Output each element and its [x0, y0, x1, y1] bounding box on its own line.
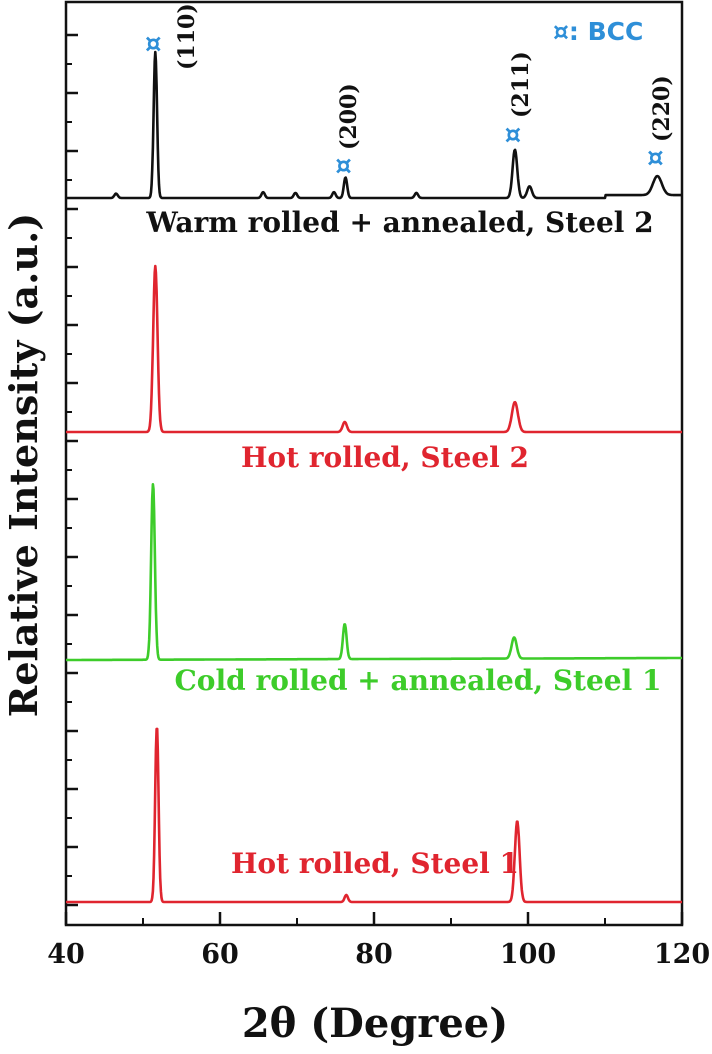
series-label-1: Warm rolled + annealed, Steel 2	[145, 206, 653, 239]
legend-text: : BCC	[569, 17, 643, 46]
bcc-marker: ¤	[505, 120, 522, 150]
peak-label: (110)	[174, 3, 200, 70]
series-label-2: Hot rolled, Steel 2	[241, 441, 529, 474]
series-label-4: Hot rolled, Steel 1	[231, 847, 519, 880]
legend-bcc: ¤: BCC	[553, 17, 643, 46]
bcc-marker: ¤	[647, 143, 664, 173]
x-tick-label: 100	[500, 939, 556, 970]
bcc-marker: ¤	[335, 151, 352, 181]
annotations: ¤ (110)¤(200) ¤(211)¤(220)¤: BCC	[145, 3, 675, 181]
x-tick-label: 60	[201, 939, 239, 970]
x-tick-label: 40	[47, 939, 85, 970]
peak-label: (220)	[649, 75, 675, 142]
series-line-3	[65, 483, 683, 662]
series-labels: Warm rolled + annealed, Steel 2 Hot rolle…	[145, 206, 661, 880]
x-tick-label: 120	[654, 939, 710, 970]
series-line-1	[65, 50, 683, 200]
series-line-2	[65, 264, 683, 434]
axes: 40 60 80 100 120	[47, 0, 710, 970]
bcc-marker: ¤	[145, 29, 162, 59]
series-line-4	[65, 727, 683, 904]
series-label-3: Cold rolled + annealed, Steel 1	[175, 664, 662, 697]
x-axis-title: 2θ (Degree)	[242, 1000, 508, 1047]
y-axis-title: Relative Intensity (a.u.)	[1, 213, 46, 717]
peak-label: (211)	[508, 51, 534, 118]
peak-label: (200)	[336, 83, 362, 150]
legend-symbol: ¤	[553, 17, 569, 46]
series-group	[65, 50, 683, 904]
x-tick-label: 80	[355, 939, 393, 970]
